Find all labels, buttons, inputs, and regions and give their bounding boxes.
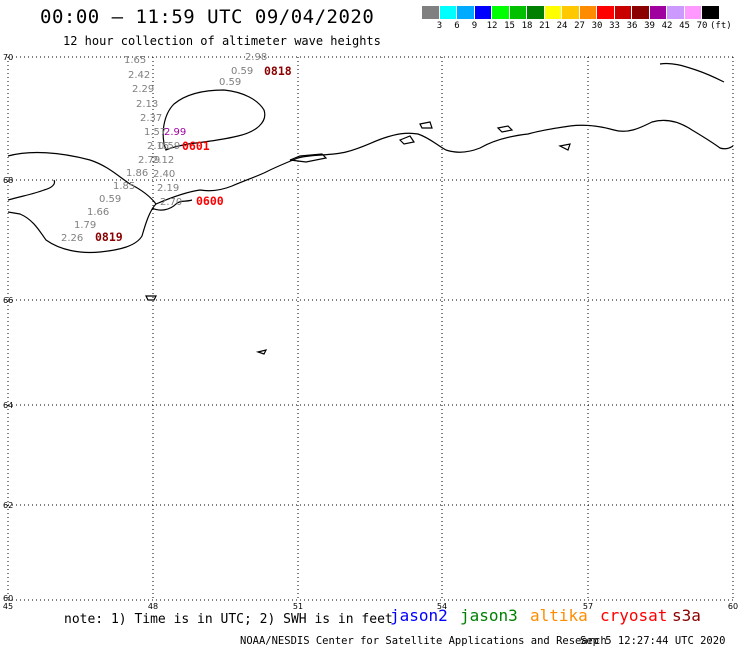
wave-height-label: 2.26 — [61, 233, 83, 244]
pass-time-labels: 0818 0601 0600 0819 — [95, 64, 292, 244]
color-scale-swatch — [614, 6, 632, 19]
color-scale-swatch — [579, 6, 597, 19]
latitude-labels: 70 68 66 64 62 60 — [3, 53, 13, 603]
pass-time-label: 0818 — [264, 64, 292, 78]
lat-label: 66 — [3, 296, 13, 305]
lat-label: 60 — [3, 594, 13, 603]
color-scale-swatch — [422, 6, 440, 19]
satellite-s3a: s3a — [672, 606, 701, 625]
lat-label: 70 — [3, 53, 13, 62]
color-scale-swatch — [667, 6, 685, 19]
color-scale-swatch — [632, 6, 650, 19]
color-scale-tick: 6 — [454, 21, 460, 31]
wave-height-label: 2.12 — [152, 155, 174, 166]
color-scale-bar — [422, 6, 720, 19]
wave-height-label: 1.57 — [144, 127, 166, 138]
longitude-labels: 45 48 51 54 57 60 — [3, 602, 738, 611]
wave-height-label: 2.15 — [147, 141, 169, 152]
lon-label: 57 — [583, 602, 593, 611]
wave-height-label: 2.70 — [160, 197, 182, 208]
color-scale-swatch — [702, 6, 720, 19]
color-scale-tick: 39 — [644, 21, 655, 31]
satellite-jason2: jason2 — [390, 606, 448, 625]
wave-height-label: 1.65 — [124, 55, 146, 66]
wave-height-label: 2.40 — [153, 169, 175, 180]
lat-label: 64 — [3, 401, 13, 410]
footer-note: note: 1) Time is in UTC; 2) SWH is in fe… — [64, 612, 393, 627]
color-scale-tick: 12 — [486, 21, 498, 31]
color-scale-swatch — [649, 6, 667, 19]
color-scale-tick: 15 — [504, 21, 515, 31]
map-subtitle: 12 hour collection of altimeter wave hei… — [63, 34, 381, 48]
color-scale-swatch — [439, 6, 457, 19]
coastlines — [7, 62, 734, 355]
wave-height-label: 1.66 — [87, 207, 109, 218]
color-scale-tick: 3 — [436, 21, 443, 31]
wave-height-label: 2.99 — [164, 127, 186, 138]
credit-line: NOAA/NESDIS Center for Satellite Applica… — [240, 635, 607, 647]
pass-time-label: 0601 — [182, 139, 210, 153]
color-scale-tick: 30 — [591, 21, 603, 31]
wave-height-labels: 1.65 2.42 2.29 2.13 2.37 1.57 2.99 2.15 … — [61, 52, 267, 244]
wave-height-label: 1.85 — [113, 181, 135, 192]
pass-time-label: 0819 — [95, 230, 123, 244]
color-scale-tick: 27 — [574, 21, 585, 31]
lon-label: 60 — [728, 602, 738, 611]
color-scale-unit: (ft) — [710, 21, 732, 31]
satellite-cryosat: cryosat — [600, 606, 668, 625]
satellite-altika: altika — [530, 606, 588, 625]
wave-height-label: 2.29 — [132, 84, 154, 95]
lat-label: 62 — [3, 501, 13, 510]
lon-label: 51 — [293, 602, 303, 611]
map-grid — [7, 56, 734, 601]
generated-timestamp: Sep 5 12:27:44 UTC 2020 — [580, 635, 726, 647]
map-title: 00:00 – 11:59 UTC 09/04/2020 — [40, 6, 375, 28]
color-scale-swatch — [597, 6, 615, 19]
color-scale-swatch — [474, 6, 492, 19]
wave-height-label: 2.42 — [128, 70, 150, 81]
color-scale-tick: 33 — [609, 21, 620, 31]
color-scale-tick: 36 — [626, 21, 638, 31]
color-scale-swatch — [684, 6, 702, 19]
color-scale-labels: 3 6 9 12 15 18 21 24 27 30 33 36 39 42 45 70 — [422, 21, 711, 31]
color-scale-tick: 45 — [679, 21, 690, 31]
wave-height-label: 2.19 — [157, 183, 179, 194]
wave-height-label: 0.59 — [99, 194, 121, 205]
color-scale-swatch — [509, 6, 527, 19]
wave-height-label: 0.59 — [158, 141, 180, 152]
wave-height-label: 2.98 — [245, 52, 267, 63]
color-scale-tick: 9 — [471, 21, 478, 31]
wave-height-label: 2.13 — [136, 99, 158, 110]
lon-label: 54 — [437, 602, 447, 611]
wave-height-label: 0.59 — [231, 66, 253, 77]
color-scale-swatch — [562, 6, 580, 19]
wave-height-label: 1.79 — [74, 220, 96, 231]
wave-height-label: 2.79 — [138, 155, 160, 166]
color-scale-tick: 70 — [696, 21, 708, 31]
wave-height-label: 0.59 — [219, 77, 241, 88]
color-scale-tick: 42 — [661, 21, 673, 31]
color-scale-tick: 18 — [521, 21, 533, 31]
wave-height-label: 1.86 — [126, 168, 148, 179]
color-scale-swatch — [544, 6, 562, 19]
color-scale-tick: 21 — [539, 21, 550, 31]
lon-label: 48 — [148, 602, 158, 611]
color-scale-tick: 24 — [556, 21, 568, 31]
color-scale-swatch — [457, 6, 475, 19]
satellite-jason3: jason3 — [460, 606, 518, 625]
lon-label: 45 — [3, 602, 13, 611]
lat-label: 68 — [3, 176, 13, 185]
wave-height-label: 2.37 — [140, 113, 162, 124]
color-scale-swatch — [527, 6, 545, 19]
color-scale-swatch — [492, 6, 510, 19]
pass-time-label: 0600 — [196, 194, 224, 208]
